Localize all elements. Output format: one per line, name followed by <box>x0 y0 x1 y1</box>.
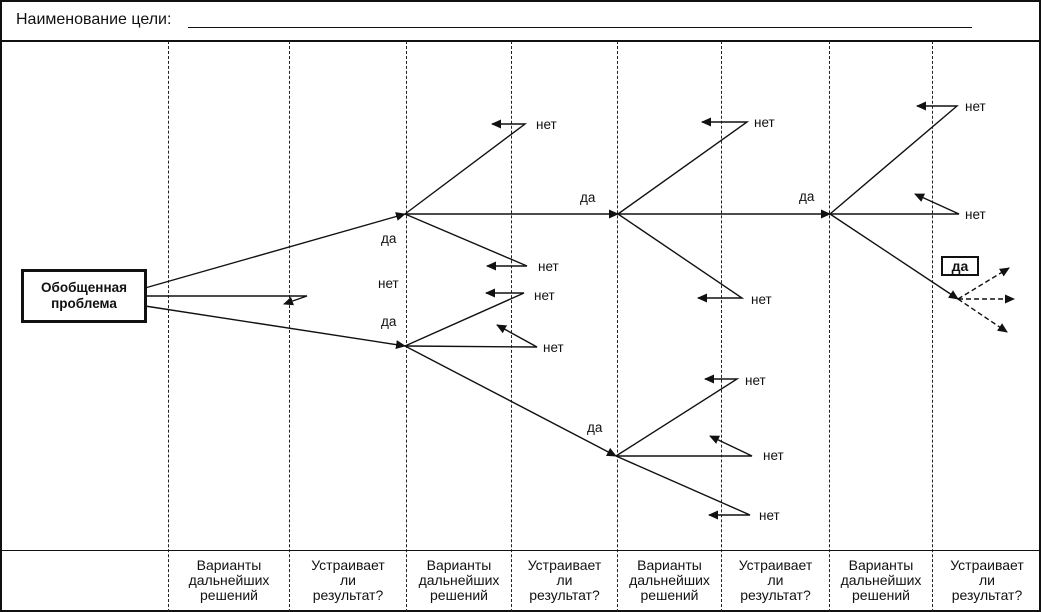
yes-label: да <box>381 231 397 246</box>
no-arrow <box>615 455 751 520</box>
continuation-arrow <box>957 267 1010 300</box>
column-label-options-4: Варианты дальнейших решений <box>840 557 922 603</box>
goal-input-line <box>188 27 972 28</box>
column-divider <box>721 41 722 612</box>
yes-label: да <box>580 190 596 205</box>
header-divider <box>2 40 1039 42</box>
branch-line <box>144 212 406 289</box>
yes-branch-line <box>829 213 959 300</box>
no-label: нет <box>754 115 775 130</box>
no-label: нет <box>759 508 780 523</box>
column-label-options-2: Варианты дальнейших решений <box>418 557 500 603</box>
no-arrow <box>617 117 750 215</box>
column-divider <box>511 41 512 612</box>
footer-divider <box>2 550 1039 551</box>
column-label-options-1: Варианты дальнейших решений <box>188 557 270 603</box>
column-divider <box>406 41 407 612</box>
no-label: нет <box>534 288 555 303</box>
no-arrow <box>615 374 740 457</box>
no-arrow <box>830 193 960 215</box>
no-label: нет <box>543 340 564 355</box>
no-arrow <box>404 119 528 215</box>
goal-label: Наименование цели: <box>16 11 172 28</box>
no-label: нет <box>763 448 784 463</box>
rejected-option-arrow <box>145 295 308 306</box>
no-arrow <box>404 288 525 347</box>
continuation-arrow <box>957 298 1008 333</box>
no-arrow <box>617 213 745 303</box>
column-label-result-1: Устраивает ли результат? <box>311 557 385 603</box>
final-yes-box: да <box>941 256 979 276</box>
generalized-problem-box: Обобщенная проблема <box>21 269 147 323</box>
column-label-result-3: Устраивает ли результат? <box>738 557 813 603</box>
no-label: нет <box>536 117 557 132</box>
no-arrow <box>829 101 959 215</box>
column-divider <box>829 41 830 612</box>
yes-label: да <box>587 420 603 435</box>
column-divider <box>617 41 618 612</box>
column-divider <box>168 41 169 612</box>
no-label: нет <box>965 99 986 114</box>
no-arrow <box>404 213 528 271</box>
yes-label: да <box>381 314 397 329</box>
yes-label: да <box>799 189 815 204</box>
column-divider <box>289 41 290 612</box>
no-arrow <box>404 324 538 348</box>
no-label: нет <box>745 373 766 388</box>
column-label-result-2: Устраивает ли результат? <box>527 557 602 603</box>
no-label: нет <box>378 276 399 291</box>
no-label: нет <box>538 259 559 274</box>
column-divider <box>932 41 933 612</box>
no-arrow <box>616 435 753 457</box>
no-label: нет <box>965 207 986 222</box>
yes-branch-line <box>404 345 617 457</box>
column-label-options-3: Варианты дальнейших решений <box>629 557 710 603</box>
column-label-result-4: Устраивает ли результат? <box>950 557 1024 603</box>
branch-line <box>144 305 406 350</box>
no-label: нет <box>751 292 772 307</box>
